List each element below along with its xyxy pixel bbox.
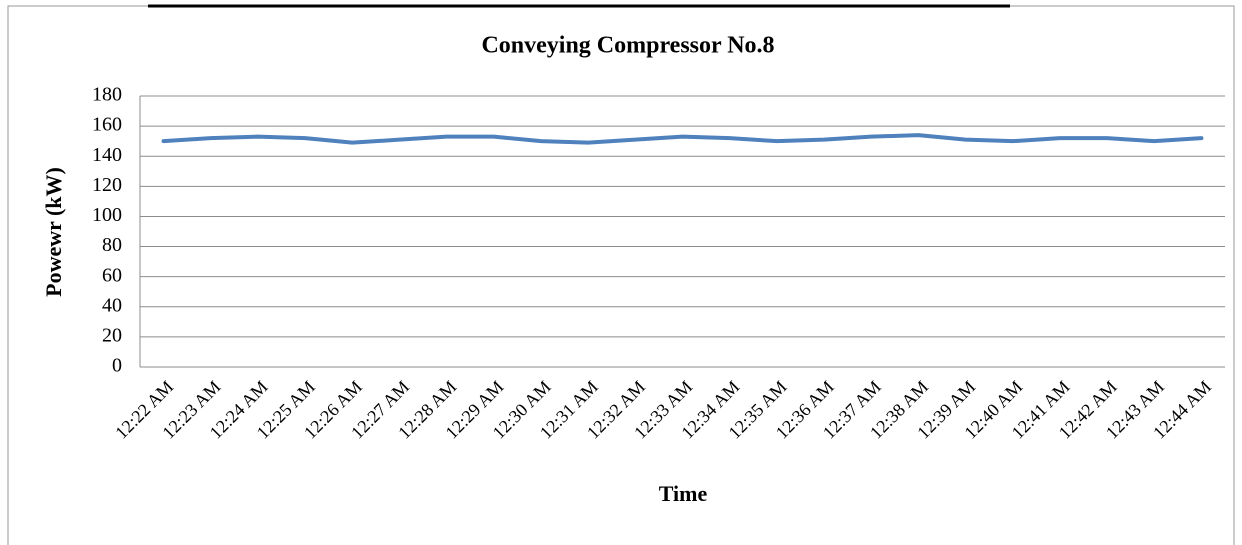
y-tick-label: 120 xyxy=(92,174,122,196)
y-tick-label: 100 xyxy=(92,204,122,226)
x-axis-label: Time xyxy=(659,481,708,506)
y-tick-label: 60 xyxy=(102,264,122,286)
y-tick-label: 40 xyxy=(102,294,122,316)
y-tick-label: 20 xyxy=(102,324,122,346)
data-line xyxy=(161,133,1204,145)
y-tick-label: 80 xyxy=(102,234,122,256)
y-tick-label: 0 xyxy=(112,355,122,377)
y-tick-label: 140 xyxy=(92,144,122,166)
y-tick-label: 160 xyxy=(92,114,122,136)
chart-frame xyxy=(7,5,1235,545)
chart-title: Conveying Compressor No.8 xyxy=(481,33,774,59)
y-axis-label: Powewr (kW) xyxy=(41,167,66,297)
y-tick-label: 180 xyxy=(92,84,122,106)
